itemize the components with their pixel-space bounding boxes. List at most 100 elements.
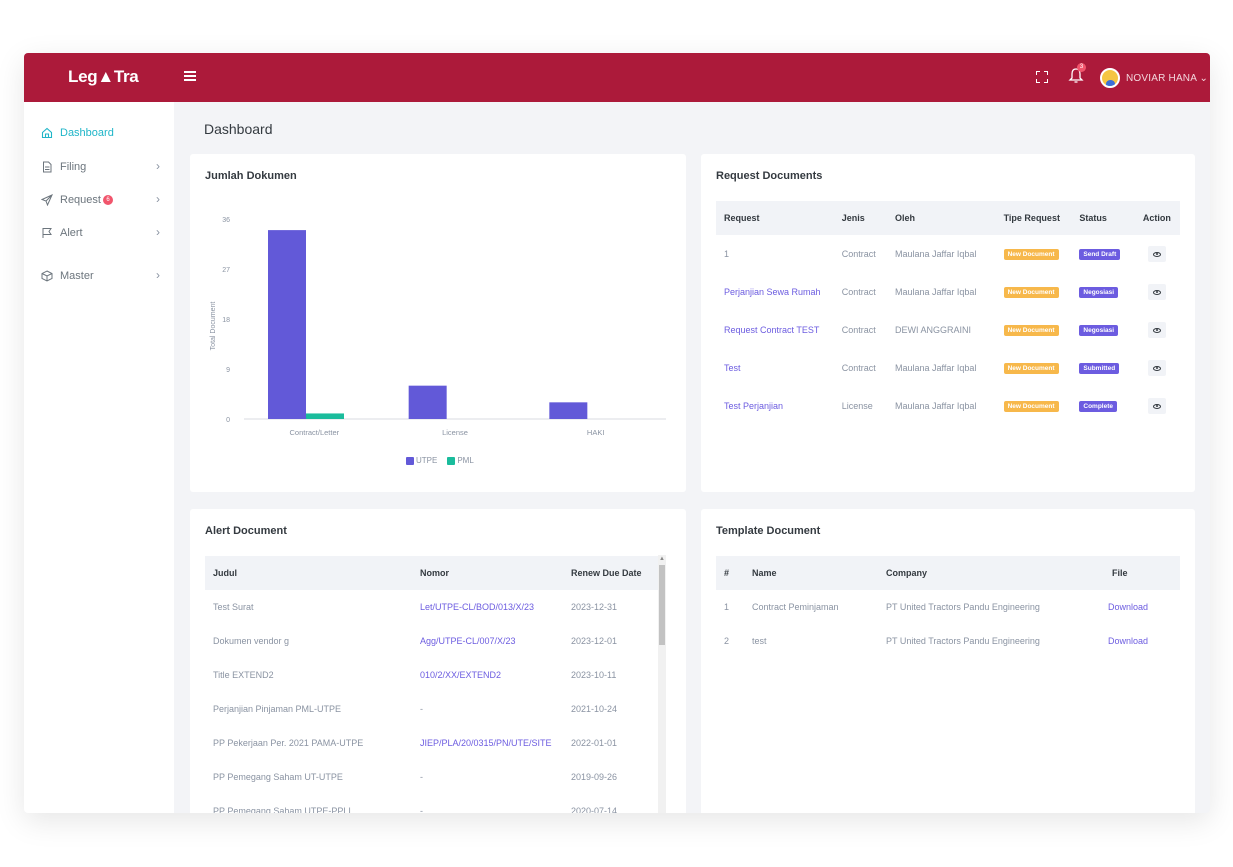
renew-date-cell: 2023-12-01: [571, 636, 618, 646]
jenis-cell: Contract: [841, 287, 876, 297]
column-header[interactable]: Nomor: [412, 556, 567, 590]
template-name-cell: Contract Peminjaman: [752, 602, 839, 612]
judul-cell: Title EXTEND2: [213, 670, 274, 680]
legend-item-pml[interactable]: PML: [447, 456, 474, 465]
column-header[interactable]: Name: [744, 556, 878, 590]
column-header[interactable]: Tipe Request: [995, 201, 1072, 235]
jenis-cell: Contract: [841, 363, 876, 373]
request-link[interactable]: Test: [724, 363, 741, 373]
view-button[interactable]: [1148, 246, 1167, 262]
nomor-link[interactable]: JIEP/PLA/20/0315/PN/UTE/SITE: [420, 738, 552, 748]
tipe-request-badge: New Document: [1003, 363, 1059, 374]
template-document-card: Template Document # Name Company File 1 C…: [701, 509, 1195, 813]
user-menu[interactable]: NOVIAR HANA ⌄: [1100, 67, 1208, 89]
download-link[interactable]: Download: [1108, 636, 1149, 646]
sidebar-item-alert[interactable]: Alert ›: [40, 224, 160, 242]
sidebar-item-filing[interactable]: Filing ›: [40, 158, 160, 176]
view-button[interactable]: [1148, 284, 1167, 300]
table-row: 1 Contract Peminjaman PT United Tractors P…: [716, 590, 1180, 624]
view-button[interactable]: [1148, 398, 1167, 414]
notification-bell-icon[interactable]: 3: [1068, 63, 1086, 85]
nomor-link[interactable]: Agg/UTPE-CL/007/X/23: [420, 636, 516, 646]
judul-cell: Perjanjian Pinjaman PML-UTPE: [213, 704, 342, 714]
alert-document-card: Alert Document Judul Nomor Renew Due Dat…: [190, 509, 686, 813]
column-header[interactable]: Action: [1134, 201, 1180, 235]
table-row: Test Surat Let/UTPE-CL/BOD/013/X/23 2023-1…: [205, 590, 658, 624]
y-tick-label: 0: [226, 417, 230, 424]
view-button[interactable]: [1148, 360, 1167, 376]
chevron-right-icon: ›: [156, 159, 160, 173]
tipe-cell: New Document: [996, 235, 1072, 273]
bar-pml[interactable]: [306, 413, 344, 419]
legend-label: UTPE: [416, 456, 438, 465]
view-button[interactable]: [1148, 322, 1167, 338]
column-header[interactable]: Judul: [205, 556, 412, 590]
company-cell: PT United Tractors Pandu Engineering: [886, 602, 1040, 612]
sidebar: Dashboard Filing › Request 6 › Alert › M…: [24, 102, 174, 813]
tipe-cell: New Document: [996, 349, 1072, 387]
nomor-link[interactable]: 010/2/XX/EXTEND2: [420, 670, 502, 680]
action-cell: [1135, 387, 1180, 425]
table-row: Title EXTEND2 010/2/XX/EXTEND2 2023-10-11: [205, 658, 658, 692]
request-link[interactable]: Perjanjian Sewa Rumah: [724, 287, 821, 297]
company-cell: PT United Tractors Pandu Engineering: [886, 636, 1040, 646]
sidebar-item-label: Master: [60, 270, 94, 282]
file-cell: Download: [1100, 624, 1180, 658]
app-window: Leg▲Tra 3 NOVIAR HANA ⌄ Dashboard Filing…: [24, 53, 1210, 813]
request-link[interactable]: Request Contract TEST: [724, 325, 820, 335]
app-logo[interactable]: Leg▲Tra: [68, 67, 139, 86]
oleh-cell: Maulana Jaffar Iqbal: [895, 287, 977, 297]
table-header-row: Request Jenis Oleh Tipe Request Status A…: [716, 201, 1180, 235]
sidebar-item-dashboard[interactable]: Dashboard: [40, 124, 160, 142]
sidebar-item-request[interactable]: Request 6 ›: [40, 191, 160, 209]
home-icon: [40, 126, 54, 140]
scrollbar-thumb[interactable]: [659, 565, 665, 645]
bar-utpe[interactable]: [549, 402, 588, 419]
bar-utpe[interactable]: [268, 230, 306, 419]
renew-date-cell: 2019-09-26: [571, 772, 618, 782]
eye-icon: [1153, 365, 1162, 371]
table-row: PP Pemegang Saham UT-UTPE - 2019-09-26: [205, 760, 658, 794]
column-header[interactable]: Oleh: [887, 201, 996, 235]
status-cell: Send Draft: [1071, 235, 1135, 273]
status-cell: Negosiasi: [1071, 273, 1135, 311]
column-header[interactable]: Renew Due Date: [567, 556, 658, 590]
x-tick-label: HAKI: [587, 428, 605, 437]
oleh-cell: Maulana Jaffar Iqbal: [895, 249, 977, 259]
fullscreen-icon[interactable]: [1036, 71, 1048, 83]
column-header[interactable]: Request: [716, 201, 834, 235]
column-header[interactable]: Jenis: [833, 201, 888, 235]
request-link[interactable]: 1: [724, 249, 730, 259]
column-header[interactable]: #: [716, 556, 744, 590]
alert-table: Judul Nomor Renew Due Date Test Surat Let…: [205, 556, 658, 813]
notification-badge: 3: [1077, 63, 1086, 72]
row-number: 2: [724, 636, 730, 646]
chevron-right-icon: ›: [156, 268, 160, 282]
nomor-link[interactable]: Let/UTPE-CL/BOD/013/X/23: [420, 602, 535, 612]
status-badge: Send Draft: [1079, 249, 1121, 260]
sidebar-item-label: Alert: [60, 227, 83, 239]
column-header[interactable]: Status: [1071, 201, 1135, 235]
tipe-request-badge: New Document: [1003, 401, 1059, 412]
scroll-up-arrow-icon[interactable]: ▲: [659, 556, 665, 562]
download-link[interactable]: Download: [1108, 602, 1149, 612]
nomor-link: -: [420, 806, 423, 813]
column-header[interactable]: File: [1100, 556, 1180, 590]
status-cell: Complete: [1071, 387, 1135, 425]
eye-icon: [1153, 289, 1162, 295]
request-link[interactable]: Test Perjanjian: [724, 401, 784, 411]
sidebar-item-master[interactable]: Master ›: [40, 267, 160, 285]
jenis-cell: Contract: [841, 249, 876, 259]
menu-toggle-icon[interactable]: [184, 71, 196, 81]
judul-cell: Dokumen vendor g: [213, 636, 290, 646]
alert-table-scrollbar[interactable]: ▲: [658, 555, 666, 813]
eye-icon: [1153, 403, 1162, 409]
y-axis-label: Total Document: [210, 302, 217, 351]
table-row: Test Contract Maulana Jaffar Iqbal New Docu…: [716, 349, 1180, 387]
table-row: Dokumen vendor g Agg/UTPE-CL/007/X/23 2023…: [205, 624, 658, 658]
action-cell: [1135, 349, 1180, 387]
column-header[interactable]: Company: [878, 556, 1100, 590]
legend-item-utpe[interactable]: UTPE: [406, 456, 437, 465]
renew-date-cell: 2023-10-11: [571, 670, 617, 680]
bar-utpe[interactable]: [408, 385, 447, 419]
